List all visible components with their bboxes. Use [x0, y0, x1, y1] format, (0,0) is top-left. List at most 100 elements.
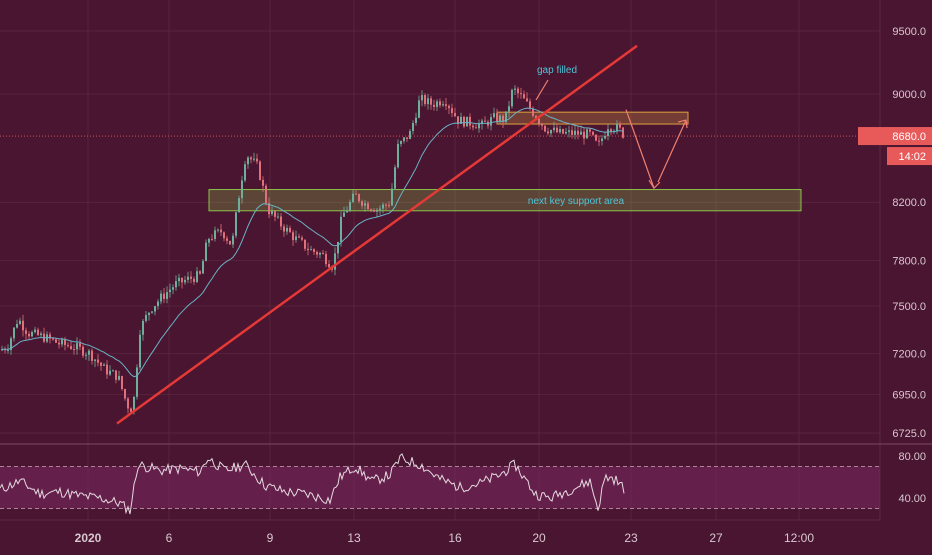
candle-body	[268, 203, 270, 215]
time-tick-label[interactable]: 2020	[75, 531, 102, 545]
price-axis: 9500.0 9000.0 8200.0 7800.0 7500.0 7200.0 6950…	[892, 26, 926, 440]
candle-body	[130, 408, 132, 412]
candle-body	[598, 140, 600, 142]
candle-body	[316, 251, 318, 255]
candle-body	[145, 315, 147, 321]
candle-body	[382, 204, 384, 209]
candle-body	[184, 279, 186, 283]
candle-body	[349, 201, 351, 211]
candle-body	[400, 141, 402, 144]
candle-body	[271, 211, 273, 215]
candle-body	[523, 94, 525, 99]
candle-body	[355, 193, 357, 195]
candle-body	[295, 236, 297, 241]
candle-body	[79, 343, 81, 347]
support-zone	[208, 189, 802, 212]
candle-body	[154, 306, 156, 312]
price-tick-label: 8200.0	[892, 197, 926, 209]
rsi-tick-label: 40.00	[898, 493, 926, 505]
candle-body	[142, 320, 144, 335]
candle-body	[337, 241, 339, 254]
candle-body	[10, 338, 12, 350]
candle-body	[181, 277, 183, 283]
candle-body	[376, 209, 378, 212]
candle-body	[205, 242, 207, 262]
candle-body	[529, 101, 531, 109]
candle-body	[520, 93, 522, 95]
candle-body	[469, 116, 471, 126]
candle-body	[514, 88, 516, 90]
candle-body	[454, 113, 456, 117]
candle-body	[601, 138, 603, 142]
candle-body	[64, 339, 66, 346]
candle-body	[298, 236, 300, 238]
candle-body	[250, 157, 252, 160]
candle-body	[31, 332, 33, 337]
candle-body	[616, 123, 618, 131]
candle-body	[58, 342, 60, 345]
candle-body	[433, 104, 435, 107]
candle-body	[361, 201, 363, 206]
candle-body	[505, 111, 507, 123]
candle-body	[109, 370, 111, 375]
time-tick-label[interactable]: 6	[166, 531, 173, 545]
candle-body	[394, 167, 396, 189]
price-badge-text: 8680.0	[892, 131, 926, 143]
candle-body	[115, 370, 117, 380]
projection-up-arrowhead	[677, 119, 688, 129]
candle-body	[283, 226, 285, 232]
candle-body	[193, 278, 195, 282]
candle-body	[241, 180, 243, 199]
candle-body	[478, 124, 480, 129]
candle-body	[97, 359, 99, 363]
candle-body	[133, 396, 135, 412]
candle-body	[553, 127, 555, 131]
candle-body	[472, 125, 474, 128]
candle-body	[541, 123, 543, 126]
candle-body	[313, 249, 315, 252]
time-tick-label[interactable]: 9	[267, 531, 274, 545]
candle-body	[172, 287, 174, 290]
candle-body	[409, 131, 411, 139]
candle-body	[286, 227, 288, 232]
time-tick-label[interactable]: 27	[709, 531, 723, 545]
candle-body	[427, 98, 429, 105]
candle-body	[67, 345, 69, 347]
candle-body	[406, 137, 408, 139]
candle-body	[577, 130, 579, 135]
annotation-support-area: next key support area	[528, 196, 625, 207]
candle-body	[13, 327, 15, 339]
rsi-axis: 80.00 40.00	[898, 451, 926, 505]
time-tick-label[interactable]: 23	[624, 531, 638, 545]
candle-body	[292, 232, 294, 241]
time-tick-label[interactable]: 12:00	[784, 531, 814, 545]
time-tick-label[interactable]: 16	[448, 531, 462, 545]
candle-body	[304, 239, 306, 249]
candle-body	[565, 131, 567, 134]
candle-body	[103, 364, 105, 366]
candle-body	[442, 104, 444, 106]
gap-zone	[496, 111, 689, 125]
time-tick-label[interactable]: 13	[347, 531, 361, 545]
time-axis[interactable]: 2020 6 9 13 16 20 23 27 12:00	[75, 531, 815, 545]
rsi-line	[0, 453, 625, 515]
candle-body	[496, 113, 498, 122]
candle-body	[160, 293, 162, 302]
price-tick-label: 7500.0	[892, 301, 926, 313]
candle-body	[604, 136, 606, 139]
candle-body	[223, 232, 225, 239]
candle-body	[583, 131, 585, 139]
time-tick-label[interactable]: 20	[532, 531, 546, 545]
candle-body	[346, 210, 348, 213]
candle-body	[259, 161, 261, 180]
candle-body	[562, 129, 564, 134]
trendline	[116, 44, 638, 425]
candle-body	[226, 238, 228, 241]
candle-body	[253, 158, 255, 160]
candle-body	[319, 253, 321, 255]
candle-body	[127, 398, 129, 409]
candle-body	[379, 208, 381, 210]
candle-body	[484, 120, 486, 122]
candle-body	[475, 127, 477, 129]
